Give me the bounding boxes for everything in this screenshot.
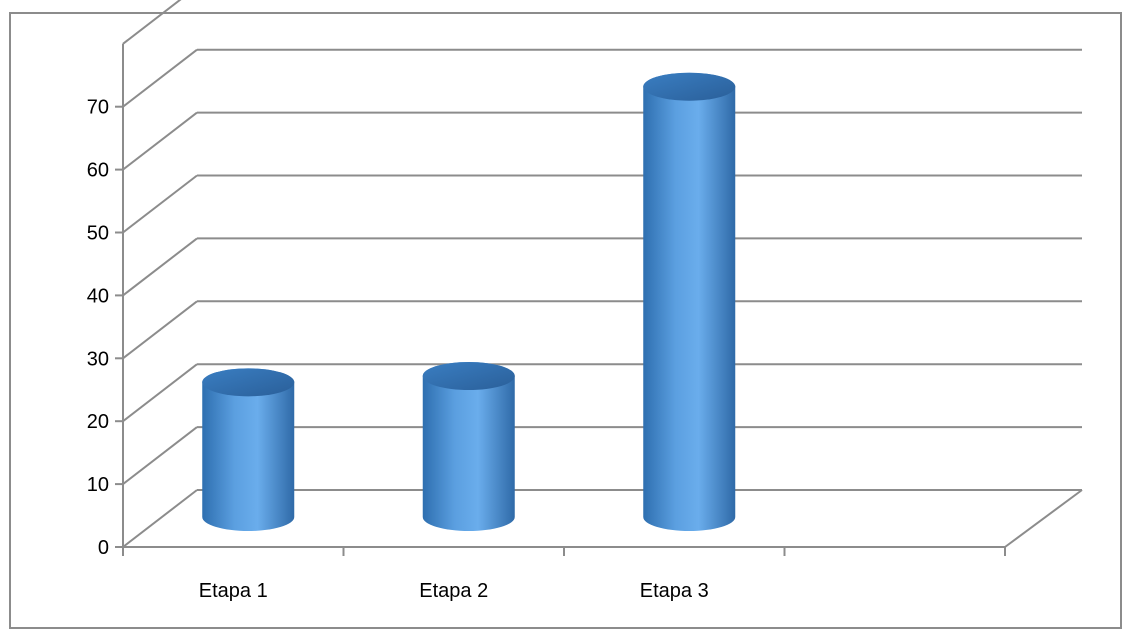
y-tick-label: 0 xyxy=(98,537,109,559)
gridline-side xyxy=(122,426,198,485)
bar-body xyxy=(643,72,736,531)
gridline-side xyxy=(122,237,198,297)
bars xyxy=(202,72,736,531)
gridline-side xyxy=(122,300,198,360)
bar-body xyxy=(422,362,515,531)
gridline-side xyxy=(122,363,198,422)
y-tick-label: 50 xyxy=(87,223,109,245)
y-tick-labels: 0 10 20 30 40 50 60 70 xyxy=(87,97,109,559)
x-tick-label: Etapa 1 xyxy=(199,580,268,602)
x-tick-label: Etapa 2 xyxy=(419,580,488,602)
bar xyxy=(422,362,515,531)
bar xyxy=(202,368,295,531)
bar-top xyxy=(643,72,736,101)
y-tick-label: 10 xyxy=(87,474,109,496)
gridlines xyxy=(122,0,1082,485)
gridline-side xyxy=(122,48,198,108)
x-tick-label: Etapa 3 xyxy=(640,580,709,602)
bar-body xyxy=(202,368,295,531)
floor-edge-right xyxy=(1004,489,1083,548)
gridline-side xyxy=(122,0,182,45)
x-tick-labels: Etapa 1 Etapa 2 Etapa 3 xyxy=(199,580,709,602)
y-tick-label: 60 xyxy=(87,160,109,182)
bar-top xyxy=(202,368,295,397)
floor-edge-left xyxy=(122,489,198,548)
bar-top xyxy=(422,362,515,391)
y-tick-label: 20 xyxy=(87,411,109,433)
y-tick-label: 30 xyxy=(87,348,109,370)
gridline-side xyxy=(122,174,198,234)
bar xyxy=(643,72,736,531)
axes xyxy=(115,43,1083,556)
gridline-side xyxy=(122,111,198,171)
y-tick-label: 70 xyxy=(87,97,109,119)
y-tick-label: 40 xyxy=(87,285,109,307)
